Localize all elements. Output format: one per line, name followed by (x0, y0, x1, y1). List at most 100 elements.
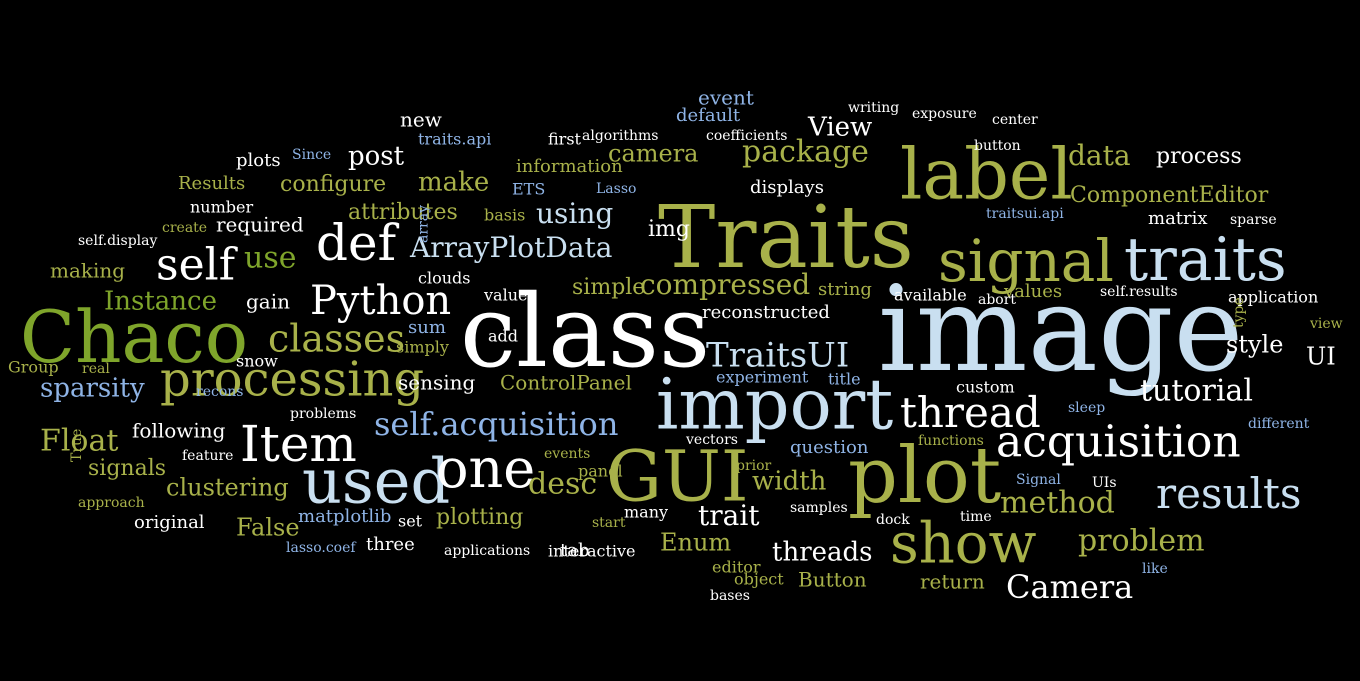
word-three: three (366, 533, 415, 555)
word-lasso-coef: lasso.coef (286, 540, 356, 557)
word-applications: applications (444, 543, 531, 560)
word-vectors: vectors (686, 432, 738, 449)
word-attributes: attributes (348, 199, 458, 225)
word-compressed: compressed (640, 268, 811, 302)
word-time: time (960, 509, 992, 526)
word-number: number (190, 197, 254, 217)
word-sensing: sensing (398, 370, 476, 395)
word-default: default (676, 104, 741, 126)
word-plotting: plotting (436, 504, 524, 530)
word-clustering: clustering (166, 473, 289, 502)
word-original: original (134, 511, 205, 533)
word-camera: camera (608, 139, 699, 168)
word-false: False (236, 513, 300, 542)
word-approach: approach (78, 495, 145, 512)
word-arrayplotdata: ArrayPlotData (410, 231, 613, 265)
word-matrix: matrix (1148, 207, 1208, 229)
word-value: value (484, 285, 528, 305)
word-clouds: clouds (418, 268, 471, 288)
word-basis: basis (484, 205, 526, 225)
word-sparsity: sparsity (40, 373, 145, 404)
word-center: center (992, 112, 1038, 129)
word-samples: samples (790, 500, 848, 517)
word-class: class (460, 273, 711, 390)
word-plots: plots (236, 149, 281, 171)
word-signals: signals (88, 455, 167, 481)
word-configure: configure (280, 171, 387, 197)
word-many: many (624, 502, 669, 522)
word-interactive: interactive (548, 541, 636, 561)
word-view: View (808, 112, 873, 143)
word-data: data (1068, 139, 1131, 173)
word-sparse: sparse (1230, 212, 1277, 229)
word-gui: GUI (606, 435, 749, 518)
word-classes: classes (268, 316, 406, 361)
word-img: img (648, 216, 690, 242)
word-acquisition: acquisition (996, 416, 1241, 468)
word-traitsui: TraitsUI (706, 335, 850, 376)
word-button: button (974, 138, 1021, 155)
word-different: different (1248, 416, 1310, 433)
word-true: True (68, 428, 85, 462)
word-simple: simple (572, 274, 646, 300)
word-thread: thread (900, 388, 1041, 438)
word-reconstructed: reconstructed (702, 301, 830, 323)
word-functions: functions (918, 433, 984, 450)
word-tab: tab (560, 539, 590, 561)
word-required: required (216, 212, 304, 237)
word-used: used (302, 444, 451, 518)
word-method: method (1000, 485, 1115, 521)
word-using: using (536, 197, 614, 231)
word-traits: Traits (658, 187, 914, 288)
word-abort: abort (978, 292, 1017, 309)
word-problem: problem (1078, 523, 1205, 559)
word-ets: ETS (512, 179, 546, 199)
word-threads: threads (772, 537, 873, 568)
word-processing: processing (160, 351, 425, 408)
word-signal: signal (938, 226, 1114, 295)
word-bases: bases (710, 588, 750, 605)
word-image: image (878, 259, 1244, 398)
word-simply: simply (396, 337, 449, 357)
word-start: start (592, 515, 626, 532)
word-process: process (1156, 143, 1242, 169)
word-show: show (890, 511, 1037, 577)
word-sum: sum (408, 316, 446, 338)
word-self-display: self.display (78, 233, 158, 250)
word-available: available (894, 285, 967, 305)
word-problems: problems (290, 406, 357, 423)
word-feature: feature (182, 448, 234, 465)
word-package: package (742, 134, 869, 170)
word-create: create (162, 220, 208, 237)
word-traits-api: traits.api (418, 129, 492, 149)
word-algorithms: algorithms (582, 128, 659, 145)
word-self-results: self.results (1100, 284, 1178, 301)
word-application: application (1228, 287, 1319, 307)
word-custom: custom (956, 377, 1015, 397)
word-displays: displays (750, 176, 824, 198)
word-self: self (156, 239, 235, 291)
word-results: results (1156, 469, 1302, 519)
word-signal: Signal (1016, 472, 1061, 489)
word-plot: plot (848, 431, 1002, 522)
word-object: object (734, 569, 784, 589)
word-enum: Enum (660, 528, 732, 557)
word-values: values (1004, 280, 1063, 302)
word-return: return (920, 569, 985, 594)
word-set: set (398, 511, 423, 531)
word-event: event (698, 85, 754, 110)
word-def: def (316, 214, 397, 272)
word-matplotlib: matplotlib (298, 505, 392, 527)
word-string: string (818, 278, 872, 300)
word-dock: dock (876, 512, 910, 529)
word-instance: Instance (104, 286, 218, 317)
word-real: real (82, 361, 110, 378)
word-results: Results (178, 172, 246, 194)
word-label: label (900, 133, 1073, 216)
word-import: import (656, 363, 894, 446)
word-like: like (1142, 561, 1168, 578)
word-group: Group (8, 357, 59, 377)
word-post: post (348, 141, 405, 172)
word-tutorial: tutorial (1140, 373, 1253, 409)
